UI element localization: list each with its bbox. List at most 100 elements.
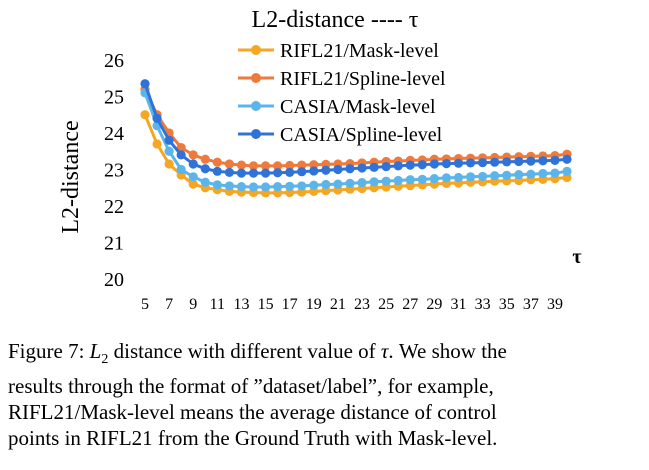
data-point-casia-spline-level (248, 168, 259, 178)
x-tick-labels: 5 7 9 11 13 15 17 19 21 23 25 27 29 31 33 35 37 39 (141, 296, 563, 313)
caption-line-1: Figure 7: L2 distance with different val… (8, 338, 642, 373)
data-point-casia-spline-level (405, 160, 415, 170)
data-point-casia-mask-level (550, 168, 560, 178)
y-tick-label: 21 (104, 233, 124, 255)
data-point-casia-mask-level (405, 175, 415, 185)
data-point-casia-mask-level (465, 172, 476, 182)
data-point-casia-spline-level (321, 165, 331, 175)
data-point-rifl21-spline-level (212, 157, 222, 167)
x-tick-label: 27 (402, 296, 418, 313)
data-point-casia-mask-level (309, 180, 319, 190)
data-point-casia-mask-level (164, 146, 174, 156)
data-point-casia-mask-level (321, 179, 331, 190)
chart-title: L2-distance ---- τ (252, 7, 419, 33)
y-tick-label: 26 (104, 50, 124, 72)
data-point-casia-spline-level (309, 166, 319, 176)
legend-label-casia-spline-level: CASIA/Spline-level (280, 124, 443, 146)
data-point-casia-spline-level (273, 168, 283, 178)
data-point-casia-mask-level (357, 178, 367, 188)
data-point-casia-spline-level (200, 164, 210, 174)
x-tick-label: 31 (450, 296, 466, 313)
data-point-casia-mask-level (453, 172, 464, 183)
caption-mid: distance with different value of (108, 339, 381, 363)
data-point-casia-spline-level (550, 155, 560, 165)
data-point-casia-mask-level (260, 182, 271, 192)
x-tick-label: 25 (378, 296, 394, 313)
data-point-casia-spline-level (526, 156, 536, 166)
data-point-casia-mask-level (393, 175, 403, 186)
data-point-casia-spline-level (453, 158, 464, 168)
math-tau: τ (380, 339, 389, 363)
data-point-casia-mask-level (333, 179, 343, 189)
data-point-casia-spline-level (465, 158, 476, 168)
y-tick-label: 23 (104, 160, 124, 182)
data-point-casia-mask-level (441, 173, 452, 183)
x-tick-label: 39 (547, 296, 563, 313)
x-tick-label: 19 (306, 296, 322, 313)
data-point-casia-mask-level (502, 170, 512, 180)
data-point-casia-mask-level (212, 180, 222, 190)
x-tick-label: 23 (354, 296, 370, 313)
data-point-rifl21-mask-level (140, 110, 150, 120)
legend-marker-casia-mask-level (251, 101, 261, 111)
math-l: L (89, 339, 102, 363)
x-tick-label: 9 (189, 296, 197, 313)
data-point-casia-mask-level (200, 177, 210, 187)
data-point-casia-spline-level (502, 157, 512, 167)
y-tick-labels: 20 21 22 23 24 25 26 (104, 50, 124, 291)
data-point-casia-mask-level (490, 171, 500, 181)
legend-label-rifl21-spline-level: RIFL21/Spline-level (280, 68, 446, 90)
data-point-casia-mask-level (236, 182, 247, 192)
data-point-casia-spline-level (441, 159, 452, 169)
data-point-casia-mask-level (514, 170, 524, 180)
x-axis-label: τ (572, 246, 581, 268)
x-tick-label: 37 (523, 296, 539, 313)
data-point-casia-mask-level (176, 164, 186, 175)
data-point-casia-mask-level (478, 171, 488, 182)
data-point-casia-mask-level (417, 174, 427, 184)
data-point-casia-mask-level (345, 178, 355, 188)
data-point-casia-mask-level (381, 176, 391, 186)
data-point-rifl21-spline-level (224, 159, 234, 169)
data-point-casia-spline-level (333, 164, 343, 175)
data-point-casia-spline-level (140, 79, 150, 89)
data-point-casia-spline-level (381, 161, 391, 172)
data-point-casia-spline-level (297, 167, 307, 177)
x-tick-label: 5 (141, 296, 149, 313)
data-point-casia-mask-level (248, 182, 259, 192)
x-tick-label: 13 (233, 296, 249, 313)
data-point-casia-spline-level (357, 163, 367, 173)
x-tick-label: 21 (330, 296, 346, 313)
data-point-casia-spline-level (176, 150, 186, 160)
data-point-rifl21-spline-level (260, 161, 271, 171)
data-point-casia-mask-level (273, 182, 283, 192)
x-tick-label: 15 (258, 296, 274, 313)
caption-line-3: RIFL21/Mask-level means the average dist… (8, 400, 497, 425)
data-point-casia-spline-level (478, 157, 488, 168)
data-point-casia-spline-level (490, 157, 500, 167)
data-point-casia-mask-level (285, 181, 295, 191)
data-point-casia-spline-level (369, 162, 379, 172)
data-point-casia-spline-level (212, 166, 222, 176)
legend-label-rifl21-mask-level: RIFL21/Mask-level (280, 40, 439, 62)
data-point-casia-spline-level (260, 168, 271, 178)
y-axis-label: L2-distance (58, 120, 84, 233)
data-point-rifl21-mask-level (152, 139, 162, 149)
y-tick-label: 24 (104, 123, 124, 145)
legend-marker-rifl21-mask-level (251, 45, 261, 55)
x-tick-label: 35 (499, 296, 515, 313)
y-tick-label: 22 (104, 196, 124, 218)
data-point-casia-spline-level (514, 156, 524, 167)
data-point-rifl21-spline-level (285, 160, 295, 171)
data-point-casia-mask-level (429, 174, 439, 184)
legend: RIFL21/Mask-level RIFL21/Spline-level CASI… (238, 40, 446, 146)
y-tick-label: 20 (104, 269, 124, 291)
caption-line-2: results through the format of ”dataset/l… (8, 374, 494, 399)
legend-marker-rifl21-spline-level (251, 73, 261, 83)
data-point-casia-mask-level (297, 181, 307, 191)
data-point-casia-mask-level (526, 169, 536, 179)
data-point-casia-spline-level (345, 164, 355, 174)
data-point-casia-spline-level (393, 161, 403, 171)
data-point-casia-spline-level (562, 154, 572, 164)
y-tick-label: 25 (104, 87, 124, 109)
